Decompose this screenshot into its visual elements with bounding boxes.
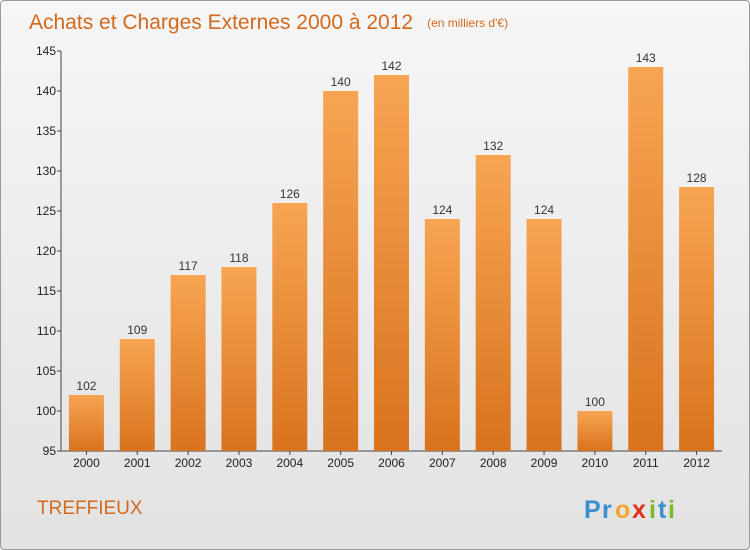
bar [679,187,715,451]
logo-letter: r [602,496,612,524]
bar [170,275,206,451]
x-tick-label: 2009 [531,456,558,470]
bar-value-label: 100 [585,395,605,409]
y-tick-label: 120 [36,244,56,258]
logo-letter: x [632,496,646,524]
bar [526,219,562,451]
bar [424,219,460,451]
bar [221,267,257,451]
bar [577,411,613,451]
x-tick-label: 2003 [226,456,253,470]
commune-name: TREFFIEUX [37,498,143,519]
y-tick-label: 100 [36,404,56,418]
bar [475,155,511,451]
bar [323,91,359,451]
y-tick-label: 110 [37,324,56,338]
x-tick-label: 2000 [73,456,100,470]
bar-value-label: 140 [331,75,351,89]
x-tick-label: 2008 [480,456,507,470]
logo-letter: P [584,496,601,524]
chart-title: Achats et Charges Externes 2000 à 2012 [29,11,413,34]
bar-value-label: 143 [636,51,656,65]
bar [374,75,409,451]
bar-value-label: 102 [76,379,96,393]
x-tick-label: 2004 [276,456,303,470]
x-tick-label: 2010 [582,456,609,470]
x-tick-label: 2011 [633,456,659,470]
logo-letter: o [615,496,630,524]
y-tick-label: 145 [36,44,56,58]
x-tick-label: 2006 [378,456,405,470]
bar [68,395,104,451]
x-tick-label: 2002 [175,456,202,470]
chart-subtitle: (en milliers d'€) [427,16,508,30]
logo-letter: i [668,496,675,524]
bars: 102 109 117 118 126 140 142 124 132 124 100 143 128 [68,51,715,451]
y-tick-label: 140 [36,84,56,98]
bar [628,67,664,451]
axes: 95 100 105 110 115 120 125 130 135 140 145 2000 2001… [36,44,722,470]
bar-value-label: 109 [127,323,147,337]
bar-value-label: 132 [483,139,503,153]
bar [119,339,155,451]
y-tick-label: 95 [43,444,57,458]
x-tick-label: 2001 [124,456,151,470]
bar [272,203,308,451]
bar-value-label: 142 [381,59,401,73]
logo-letter: t [658,496,667,524]
logo-letter: i [649,496,656,524]
y-tick-label: 125 [36,204,56,218]
y-tick-label: 105 [36,364,56,378]
bar-value-label: 117 [179,259,198,273]
bar-value-label: 126 [280,187,300,201]
x-tick-label: 2007 [429,456,456,470]
x-tick-label: 2012 [683,456,710,470]
y-tick-label: 115 [37,284,56,298]
y-tick-label: 130 [36,164,56,178]
bar-value-label: 124 [432,203,452,217]
x-tick-label: 2005 [327,456,354,470]
bar-value-label: 118 [229,251,248,265]
y-tick-label: 135 [36,124,56,138]
bar-value-label: 124 [534,203,554,217]
bar-value-label: 128 [687,171,707,185]
